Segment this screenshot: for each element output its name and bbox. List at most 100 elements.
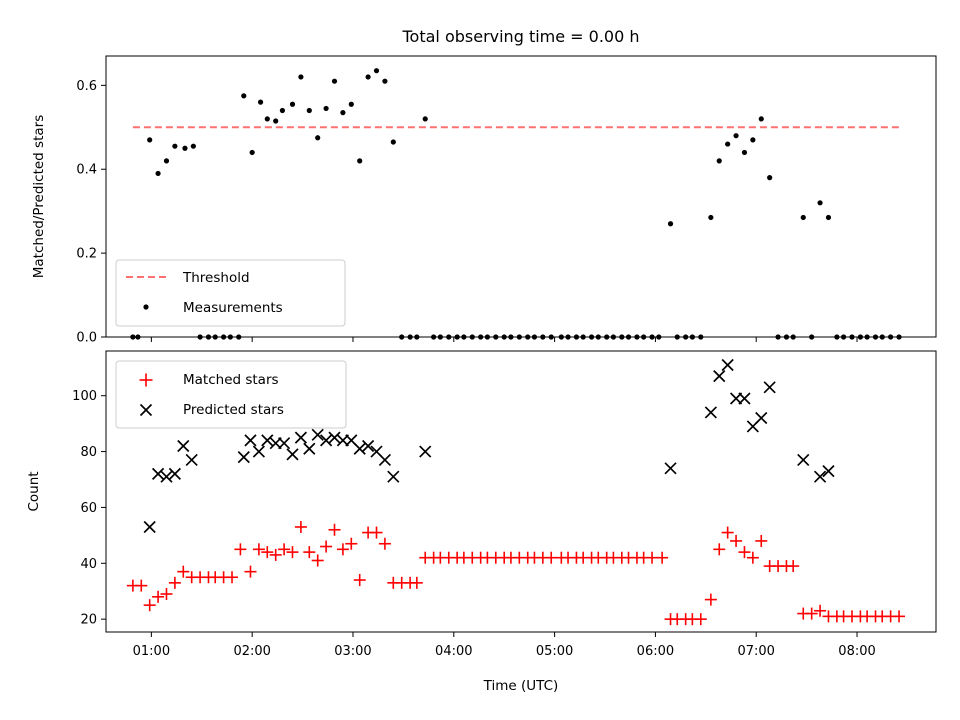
predicted-point — [244, 434, 257, 447]
x-tick-label: 07:00 — [737, 644, 774, 659]
measurement-point — [279, 107, 286, 114]
matched-point — [646, 551, 659, 564]
measurement-point — [298, 74, 304, 80]
matched-point — [286, 546, 299, 559]
x-tick-label: 05:00 — [536, 644, 573, 659]
ratio-legend: Threshold Measurements — [115, 259, 346, 327]
matched-point — [168, 576, 181, 589]
measurement-point — [758, 116, 764, 122]
predicted-point — [704, 406, 717, 419]
predicted-point — [185, 453, 198, 467]
legend-predicted-label: Predicted stars — [183, 402, 284, 418]
matched-point — [278, 543, 291, 556]
measurement-point — [373, 68, 380, 74]
measurement-point — [357, 158, 363, 164]
matched-point — [294, 520, 307, 533]
matched-point — [269, 548, 282, 561]
measurement-point — [750, 137, 756, 143]
predicted-point — [151, 467, 165, 481]
matched-point — [353, 574, 366, 587]
y-tick-label: 0.0 — [76, 331, 97, 346]
predicted-point — [286, 448, 299, 461]
legend-measurements-swatch — [143, 304, 149, 310]
measurement-point — [289, 101, 296, 107]
x-tick-label: 04:00 — [435, 644, 472, 659]
measurement-point — [249, 149, 255, 156]
measurement-point — [273, 118, 279, 124]
measurement-point — [190, 143, 196, 149]
measurement-point — [172, 143, 178, 149]
measurement-point — [725, 141, 731, 147]
measurement-point — [241, 93, 247, 99]
y-tick-label: 60 — [80, 501, 97, 516]
matched-point — [805, 607, 818, 620]
matched-point — [160, 588, 173, 601]
predicted-point — [813, 470, 827, 483]
predicted-point — [378, 453, 392, 467]
matched-point — [234, 543, 247, 556]
measurement-point — [382, 78, 388, 84]
matched-point — [893, 610, 906, 623]
predicted-point — [177, 439, 190, 453]
matched-point — [814, 604, 827, 617]
measurement-point — [147, 137, 153, 143]
measurement-point — [817, 200, 823, 206]
measurement-point — [708, 214, 714, 221]
x-tick-label: 06:00 — [637, 644, 674, 659]
matched-point — [755, 534, 768, 547]
matched-point — [410, 576, 423, 589]
measurement-point — [340, 110, 346, 116]
measurement-point — [825, 214, 832, 221]
measurement-point — [163, 158, 170, 164]
figure-title: Total observing time = 0.00 h — [401, 27, 639, 46]
matched-point — [721, 526, 734, 539]
matched-point — [738, 546, 751, 559]
ratio-axes-frame — [105, 55, 937, 338]
matched-point — [694, 613, 707, 626]
predicted-point — [168, 467, 181, 481]
x-tick-label: 02:00 — [233, 644, 270, 659]
predicted-point — [277, 437, 291, 450]
predicted-point — [822, 465, 835, 478]
predicted-point — [160, 470, 173, 483]
matched-point — [135, 579, 148, 592]
measurement-point — [767, 175, 773, 181]
matched-point — [730, 534, 743, 547]
predicted-point — [713, 370, 726, 383]
predicted-point — [721, 358, 734, 372]
y-tick-label: 0.2 — [76, 247, 97, 262]
predicted-point — [353, 442, 366, 455]
measurement-point — [155, 170, 161, 177]
x-tick-label: 08:00 — [838, 644, 875, 659]
measurement-point — [323, 105, 329, 112]
measurement-point — [348, 101, 354, 107]
count-legend: Matched stars Predicted stars — [115, 360, 347, 429]
legend-predicted-swatch — [139, 403, 153, 417]
matched-point — [545, 551, 558, 564]
predicted-point — [738, 392, 751, 405]
matched-point — [787, 560, 800, 573]
predicted-point — [755, 411, 768, 425]
count-marks — [126, 358, 906, 626]
matched-point — [378, 537, 391, 550]
y-tick-label: 0.4 — [76, 163, 97, 178]
predicted-point — [294, 431, 307, 444]
predicted-point — [387, 470, 400, 483]
x-axis-label: Time (UTC) — [483, 678, 559, 694]
y-tick-label: 20 — [80, 613, 97, 628]
x-tick-label: 01:00 — [133, 644, 170, 659]
predicted-point — [664, 462, 677, 475]
matched-point — [152, 590, 165, 603]
predicted-point — [261, 434, 274, 447]
predicted-point — [252, 445, 265, 458]
measurement-point — [667, 221, 674, 227]
measurement-point — [331, 78, 338, 84]
matched-point — [320, 540, 333, 553]
predicted-point — [419, 445, 432, 458]
predicted-point — [237, 451, 250, 464]
matched-point — [370, 526, 383, 539]
measurement-point — [741, 149, 748, 156]
measurement-point — [365, 74, 371, 80]
predicted-point — [143, 520, 156, 534]
x-tick-label: 03:00 — [334, 644, 371, 659]
